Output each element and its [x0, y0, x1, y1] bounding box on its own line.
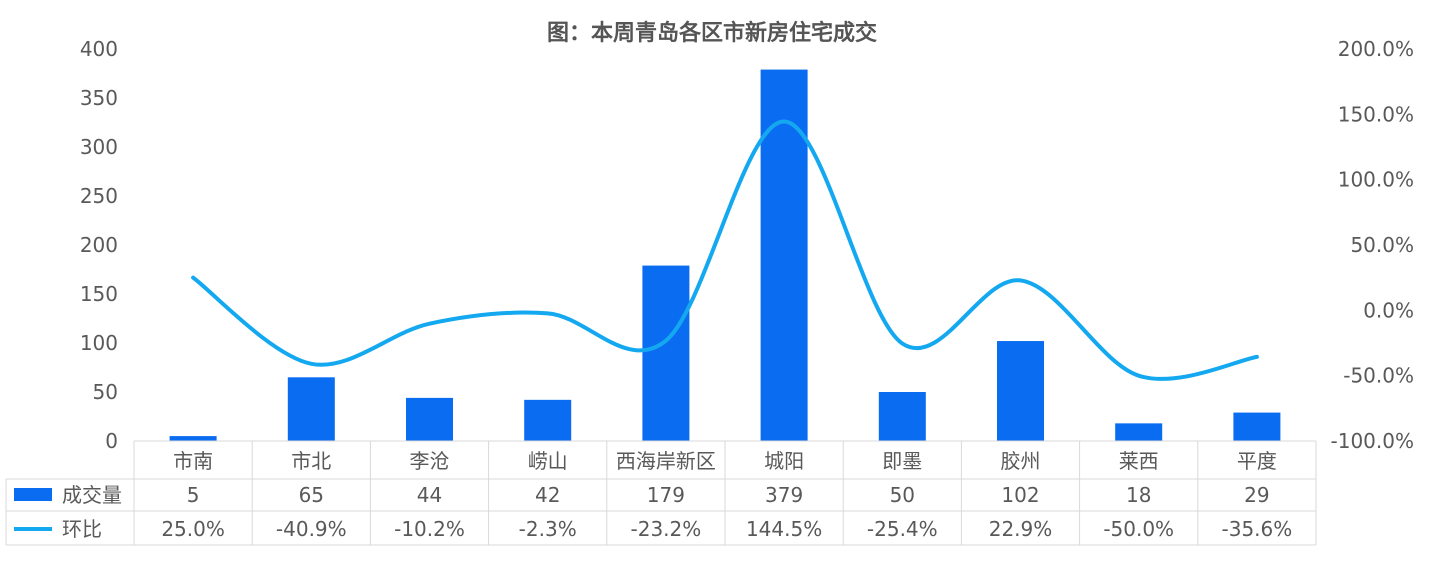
line-data-label: -23.2%: [631, 517, 702, 541]
category-label: 平度: [1237, 449, 1277, 473]
chart-title: 图：本周青岛各区市新房住宅成交: [547, 20, 877, 46]
right-axis: -100.0% -50.0% 0.0% 50.0% 100.0% 150.0% 200.0%: [1331, 37, 1414, 453]
category-label: 李沧: [410, 449, 450, 473]
category-label: 胶州: [1001, 449, 1041, 473]
bar-data-label: 18: [1126, 483, 1151, 507]
line-data-label: -35.6%: [1222, 517, 1293, 541]
category-label: 市北: [291, 449, 331, 473]
right-tick-label: -100.0%: [1331, 429, 1414, 453]
right-tick-label: 50.0%: [1350, 233, 1414, 257]
bar-data-label: 65: [299, 483, 324, 507]
category-label: 市南: [173, 449, 213, 473]
bar: [287, 377, 335, 441]
bar: [642, 265, 690, 441]
left-tick-label: 50: [93, 380, 118, 404]
right-tick-label: 150.0%: [1338, 102, 1414, 126]
bar: [1115, 423, 1163, 441]
category-label: 莱西: [1119, 449, 1159, 473]
bar: [406, 397, 453, 441]
left-tick-label: 150: [80, 282, 118, 306]
category-label: 即墨: [882, 449, 922, 473]
left-tick-label: 100: [80, 331, 118, 355]
line-data-label: -50.0%: [1103, 517, 1174, 541]
bar: [760, 69, 808, 441]
line-data-label: -2.3%: [519, 517, 577, 541]
category-label: 崂山: [528, 449, 568, 473]
legend-key-bar: [14, 488, 52, 501]
left-tick-label: 400: [80, 37, 118, 61]
line-data-label: 25.0%: [161, 517, 225, 541]
bar: [524, 399, 572, 441]
right-tick-label: 100.0%: [1338, 168, 1414, 192]
line-data-label: -10.2%: [394, 517, 465, 541]
legend-label: 环比: [62, 517, 102, 541]
bar: [997, 341, 1044, 441]
category-label: 城阳: [764, 449, 804, 473]
bar-data-label: 29: [1244, 483, 1269, 507]
bar-data-label: 50: [890, 483, 915, 507]
category-label: 西海岸新区: [616, 449, 716, 473]
bar-series: [169, 69, 1281, 441]
bar-data-label: 179: [647, 483, 685, 507]
bar-data-label: 379: [765, 483, 803, 507]
bar: [1233, 412, 1281, 441]
bar-data-label: 5: [187, 483, 200, 507]
line-path: [191, 119, 1259, 381]
line-series: [191, 119, 1259, 381]
line-data-label: 144.5%: [746, 517, 822, 541]
left-tick-label: 350: [80, 86, 118, 110]
legend-label: 成交量: [62, 483, 122, 507]
right-tick-label: -50.0%: [1343, 364, 1414, 388]
left-tick-label: 300: [80, 135, 118, 159]
line-data-label: 22.9%: [989, 517, 1053, 541]
bar: [169, 436, 217, 441]
bar: [878, 392, 926, 441]
left-tick-label: 250: [80, 184, 118, 208]
bar-data-label: 44: [417, 483, 442, 507]
right-tick-label: 0.0%: [1363, 298, 1414, 322]
right-tick-label: 200.0%: [1338, 37, 1414, 61]
left-tick-label: 0: [105, 429, 118, 453]
left-axis: 0 50 100 150 200 250 300 350 400: [80, 37, 118, 453]
left-tick-label: 200: [80, 233, 118, 257]
bar-data-label: 102: [1001, 483, 1039, 507]
line-data-label: -25.4%: [867, 517, 938, 541]
bar-data-label: 42: [535, 483, 560, 507]
line-data-label: -40.9%: [276, 517, 347, 541]
